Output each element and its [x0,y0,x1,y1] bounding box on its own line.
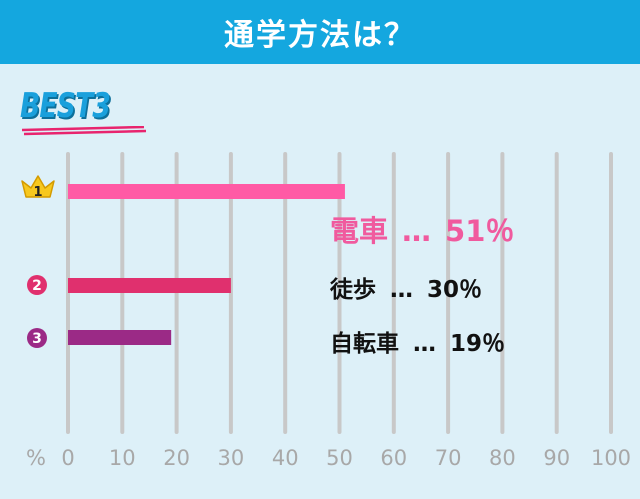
tick-label: 50 [326,446,353,470]
bar-1 [68,184,345,199]
tick-label: 20 [163,446,190,470]
rank-3-number: 3 [32,331,42,347]
crown-1-icon: 1 [21,175,55,200]
rank-1-sep: … [402,214,432,248]
rank-3-sep: … [413,331,436,357]
rank-icons: 1 2 3 [21,175,55,348]
best3-underline [21,126,147,136]
tick-label: 70 [435,446,462,470]
tick-label: 40 [272,446,299,470]
bars [68,184,345,345]
page-title: 通学方法は？ [224,18,416,53]
rank-circle [27,328,47,348]
best3-badge: BEST3 [20,86,111,126]
rank-circle [27,275,47,295]
circle-2-icon: 2 [27,275,47,295]
tick-labels: 0 10 20 30 40 50 60 70 80 90 100% [26,446,631,470]
rank-3-name: 自転車 [330,331,399,357]
bar-2 [68,278,231,293]
bar-3 [68,330,172,345]
rank-2-number: 2 [32,278,42,294]
rank-2-name: 徒歩 [330,277,376,303]
axis-unit-label: % [26,446,46,470]
tick-label: 60 [380,446,407,470]
tick-label: 0 [61,446,74,470]
tick-label: 90 [543,446,570,470]
rank-3-label: 自転車 … 19％ [330,324,505,358]
tick-label: 10 [109,446,136,470]
tick-label: 30 [218,446,245,470]
crown-shape [21,175,55,198]
circle-3-icon: 3 [27,328,47,348]
rank-2-sep: … [390,277,413,303]
rank-2-label: 徒歩 … 30％ [330,270,482,304]
rank-2-value: 30％ [427,277,483,303]
header-bar: 通学方法は？ [0,0,640,64]
rank-1-label: 電車 … 51％ [330,208,514,250]
rank-1-value: 51％ [445,214,515,248]
tick-label: 80 [489,446,516,470]
rank-3-value: 19％ [450,331,506,357]
tick-label: 100 [591,446,631,470]
rank-1-name: 電車 [330,214,389,248]
rank-1-number: 1 [33,185,42,200]
